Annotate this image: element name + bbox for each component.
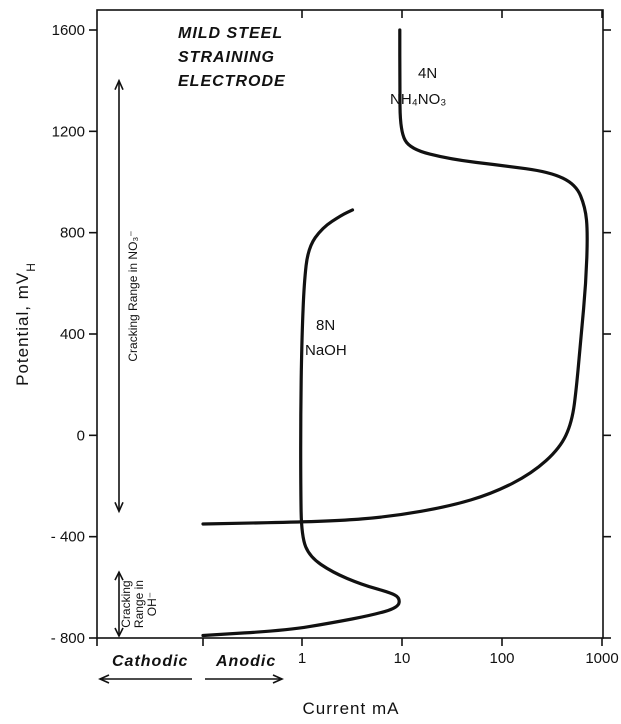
annotations: MILD STEEL STRAINING ELECTRODE 4N NH₄NO₃ 8N Na… <box>98 25 446 684</box>
y-axis-label: Potential, mVH <box>13 262 38 386</box>
y-tick-label: - 800 <box>51 630 85 647</box>
anodic-arrowhead <box>272 674 284 684</box>
cathodic-arrowhead <box>98 674 110 684</box>
range-oh-arrowhead-up <box>114 570 124 581</box>
range-oh-arrowhead-down <box>114 627 124 638</box>
x-axis-label: Current mA <box>303 699 400 718</box>
panel-title-line: STRAINING <box>178 49 275 66</box>
x-tick-label: 10 <box>394 650 411 667</box>
range-no3-label: Cracking Range in NO₃⁻ <box>126 230 140 361</box>
nh4no3-formula: NH₄NO₃ <box>390 91 446 108</box>
curve-naoh <box>201 208 401 638</box>
anodic-label: Anodic <box>215 653 276 670</box>
range-no3-arrowhead-down <box>114 502 124 514</box>
x-tick-label: 100 <box>489 650 514 667</box>
y-tick-label: 800 <box>60 225 85 242</box>
panel-title-line: ELECTRODE <box>178 73 286 90</box>
x-axis: 1 10 100 1000 <box>96 10 619 667</box>
y-axis: 1600 1200 800 400 0 - 400 - 800 <box>51 22 611 647</box>
y-tick-label: 400 <box>60 326 85 343</box>
range-no3-arrowhead-up <box>114 78 124 90</box>
y-tick-label: 1200 <box>52 123 85 140</box>
plot-frame <box>96 9 604 639</box>
nh4no3-concentration: 4N <box>418 65 437 82</box>
range-oh-label-line: Range in <box>132 580 146 628</box>
cathodic-label: Cathodic <box>112 653 188 670</box>
x-tick-label: 1000 <box>585 650 618 667</box>
x-tick-label: 1 <box>298 650 306 667</box>
panel-title-line: MILD STEEL <box>178 25 283 42</box>
y-tick-label: 1600 <box>52 22 85 39</box>
y-tick-label: 0 <box>77 427 85 444</box>
naoh-formula: NaOH <box>305 342 347 359</box>
naoh-concentration: 8N <box>316 317 335 334</box>
curve-nh4no3 <box>201 28 589 526</box>
curves <box>201 28 589 638</box>
range-oh-label-line: Cracking <box>119 580 133 627</box>
range-oh-label-line: OH⁻ <box>145 592 159 616</box>
y-tick-label: - 400 <box>51 529 85 546</box>
